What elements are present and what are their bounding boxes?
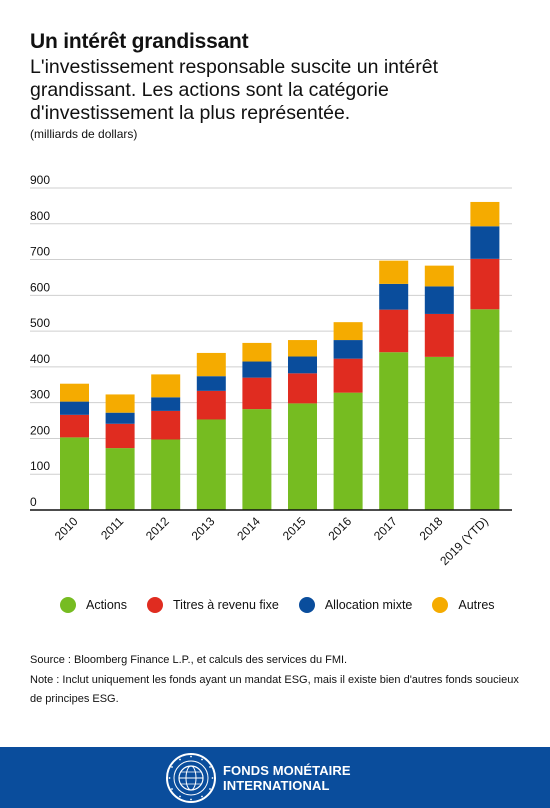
bar-2019-YTD--series-3 bbox=[470, 201, 500, 227]
legend-label-actions: Actions bbox=[86, 598, 127, 612]
bar-2015-series-0 bbox=[288, 403, 317, 510]
bar-2014-series-1 bbox=[242, 377, 272, 410]
bar-2014-series-3 bbox=[242, 342, 272, 362]
legend-swatch-others bbox=[432, 597, 449, 613]
bar-2012-series-2 bbox=[151, 397, 181, 411]
bar-2013-series-2 bbox=[196, 376, 226, 391]
legend-item-fixed-income: Titres à revenu fixe bbox=[147, 597, 279, 613]
legend-swatch-fixed-income bbox=[147, 597, 163, 613]
bar-2014-series-0 bbox=[242, 409, 272, 510]
x-tick-label-0: 2010 bbox=[52, 514, 81, 543]
bar-2011-series-0 bbox=[105, 448, 135, 510]
footer-logo: FONDS MONÉTAIRE INTERNATIONAL bbox=[165, 747, 351, 808]
bar-2010-series-1 bbox=[60, 414, 89, 438]
legend-label-others: Autres bbox=[458, 598, 495, 612]
bar-2011-series-3 bbox=[105, 394, 135, 413]
chart-subtitle: L'investissement responsable suscite un … bbox=[30, 56, 439, 124]
x-tick-label-3: 2013 bbox=[189, 514, 218, 543]
bar-2017-series-3 bbox=[379, 260, 409, 284]
bar-2016-series-1 bbox=[333, 358, 363, 393]
bar-2011-series-1 bbox=[105, 423, 135, 449]
x-tick-label-9: 2019 (YTD) bbox=[437, 514, 491, 568]
y-tick-label-800: 800 bbox=[30, 209, 50, 223]
legend-swatch-mixed-allocation bbox=[298, 597, 315, 613]
legend: Actions Titres à revenu fixe Allocation … bbox=[60, 597, 515, 613]
legend-swatch-actions bbox=[60, 597, 76, 613]
y-tick-label-400: 400 bbox=[30, 352, 50, 366]
bar-2015-series-2 bbox=[288, 356, 317, 374]
bar-2012-series-1 bbox=[151, 410, 181, 440]
imf-seal-icon bbox=[166, 752, 216, 803]
y-tick-label-700: 700 bbox=[30, 245, 50, 259]
bar-2010-series-0 bbox=[60, 437, 89, 510]
x-tick-label-5: 2015 bbox=[280, 514, 309, 543]
y-tick-label-0: 0 bbox=[30, 495, 37, 509]
bar-2017-series-2 bbox=[379, 283, 409, 310]
legend-label-fixed-income: Titres à revenu fixe bbox=[173, 598, 279, 612]
y-tick-label-500: 500 bbox=[30, 316, 50, 330]
bar-2016-series-3 bbox=[333, 322, 363, 341]
legend-item-actions: Actions bbox=[60, 597, 127, 613]
bar-2012-series-0 bbox=[151, 439, 181, 510]
x-tick-label-8: 2018 bbox=[417, 514, 446, 543]
bar-2017-series-1 bbox=[379, 309, 409, 353]
y-tick-label-600: 600 bbox=[30, 280, 50, 294]
chart-title: Un intérêt grandissant bbox=[30, 30, 249, 53]
bar-2018-series-3 bbox=[424, 265, 454, 287]
bar-2017-series-0 bbox=[379, 352, 409, 510]
x-tick-label-6: 2016 bbox=[325, 514, 354, 543]
bar-2019-YTD--series-2 bbox=[470, 226, 500, 259]
notes: Source : Bloomberg Finance L.P., et calc… bbox=[30, 651, 525, 710]
bar-2010-series-2 bbox=[60, 401, 89, 415]
bar-2013-series-1 bbox=[196, 390, 226, 420]
bar-2018-series-0 bbox=[424, 356, 454, 510]
bar-2015-series-1 bbox=[288, 373, 317, 404]
bar-2010-series-3 bbox=[60, 383, 89, 402]
bar-2011-series-2 bbox=[105, 412, 135, 424]
legend-item-mixed-allocation: Allocation mixte bbox=[298, 597, 413, 613]
org-name-line1: FONDS MONÉTAIRE bbox=[223, 762, 351, 778]
bar-2015-series-3 bbox=[288, 340, 317, 357]
y-tick-label-200: 200 bbox=[30, 423, 50, 437]
stacked-bar-chart: 0 100 200 300 400 500 600 700 800 900 2010 2011 2012… bbox=[30, 173, 512, 568]
bar-2014-series-2 bbox=[242, 361, 272, 378]
y-tick-label-900: 900 bbox=[30, 173, 50, 187]
bar-2013-series-0 bbox=[196, 419, 226, 510]
org-name-line2: INTERNATIONAL bbox=[223, 777, 330, 793]
footnote: Note : Inclut uniquement les fonds ayant… bbox=[30, 673, 519, 706]
unit-label: (milliards de dollars) bbox=[30, 127, 138, 141]
bar-2018-series-1 bbox=[424, 313, 454, 357]
y-tick-label-100: 100 bbox=[30, 459, 50, 473]
bar-2019-YTD--series-0 bbox=[470, 309, 500, 510]
bar-2018-series-2 bbox=[424, 286, 454, 314]
legend-item-others: Autres bbox=[432, 597, 495, 613]
bar-2016-series-2 bbox=[333, 340, 363, 359]
bar-2012-series-3 bbox=[151, 374, 181, 398]
x-tick-label-7: 2017 bbox=[371, 514, 400, 543]
x-tick-label-4: 2014 bbox=[234, 514, 263, 543]
x-tick-label-2: 2012 bbox=[143, 514, 172, 543]
bar-2019-YTD--series-1 bbox=[470, 258, 500, 310]
org-name: FONDS MONÉTAIRE INTERNATIONAL bbox=[223, 763, 351, 793]
source-note: Source : Bloomberg Finance L.P., et calc… bbox=[30, 654, 348, 666]
bar-2013-series-3 bbox=[196, 352, 226, 377]
y-tick-label-300: 300 bbox=[30, 388, 50, 402]
bar-2016-series-0 bbox=[333, 392, 363, 510]
x-tick-label-1: 2011 bbox=[98, 514, 126, 542]
legend-label-mixed-allocation: Allocation mixte bbox=[324, 598, 413, 612]
footer-banner: FONDS MONÉTAIRE INTERNATIONAL bbox=[0, 747, 550, 808]
